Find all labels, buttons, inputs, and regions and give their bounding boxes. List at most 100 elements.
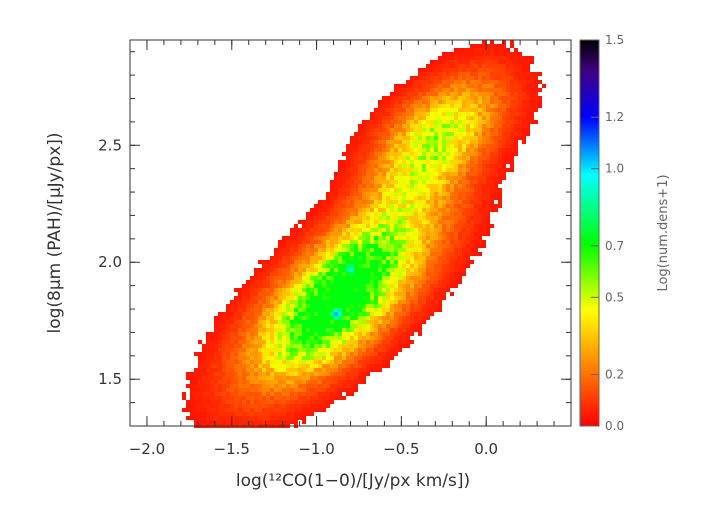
- density-cell: [302, 344, 306, 348]
- density-cell: [410, 100, 414, 104]
- density-cell: [310, 268, 314, 272]
- density-cell: [454, 132, 458, 136]
- density-cell: [370, 280, 374, 284]
- density-cell: [486, 136, 490, 140]
- density-cell: [458, 240, 462, 244]
- density-cell: [374, 156, 378, 160]
- density-cell: [278, 348, 282, 352]
- density-cell: [398, 320, 402, 324]
- density-cell: [494, 208, 498, 212]
- density-cell: [506, 104, 510, 108]
- density-cell: [498, 164, 502, 168]
- density-cell: [278, 288, 282, 292]
- density-cell: [382, 104, 386, 108]
- density-cell: [422, 304, 426, 308]
- density-cell: [322, 248, 326, 252]
- density-cell: [446, 280, 450, 284]
- density-cell: [246, 308, 250, 312]
- density-cell: [434, 140, 438, 144]
- density-cell: [326, 376, 330, 380]
- density-cell: [394, 304, 398, 308]
- density-cell: [206, 380, 210, 384]
- density-cell: [206, 420, 210, 424]
- density-cell: [398, 272, 402, 276]
- density-cell: [294, 396, 298, 400]
- density-cell: [222, 416, 226, 420]
- density-cell: [454, 252, 458, 256]
- density-cell: [462, 68, 466, 72]
- density-cell: [322, 284, 326, 288]
- density-cell: [462, 248, 466, 252]
- density-cell: [410, 196, 414, 200]
- density-cell: [358, 180, 362, 184]
- density-cell: [366, 228, 370, 232]
- density-cell: [354, 192, 358, 196]
- density-cell: [386, 236, 390, 240]
- density-cell: [470, 96, 474, 100]
- density-cell: [242, 288, 246, 292]
- density-cell: [330, 388, 334, 392]
- density-cell: [306, 260, 310, 264]
- density-cell: [358, 140, 362, 144]
- density-cell: [478, 152, 482, 156]
- density-cell: [510, 168, 514, 172]
- density-cell: [350, 164, 354, 168]
- density-cell: [306, 352, 310, 356]
- density-cell: [270, 280, 274, 284]
- density-cell: [478, 164, 482, 168]
- density-cell: [434, 188, 438, 192]
- density-cell: [270, 388, 274, 392]
- density-cell: [370, 288, 374, 292]
- density-cell: [410, 144, 414, 148]
- density-cell: [382, 216, 386, 220]
- density-cell: [514, 148, 518, 152]
- density-cell: [530, 104, 534, 108]
- density-cell: [534, 84, 538, 88]
- density-cell: [518, 132, 522, 136]
- density-cell: [346, 248, 350, 252]
- density-cell: [382, 148, 386, 152]
- density-cell: [430, 204, 434, 208]
- density-cell: [454, 272, 458, 276]
- density-cell: [418, 136, 422, 140]
- density-cell: [486, 192, 490, 196]
- density-cell: [474, 240, 478, 244]
- density-cell: [514, 132, 518, 136]
- density-cell: [362, 336, 366, 340]
- density-cell: [378, 116, 382, 120]
- density-cell: [358, 292, 362, 296]
- density-cell: [474, 120, 478, 124]
- density-cell: [526, 128, 530, 132]
- density-cell: [314, 392, 318, 396]
- density-cell: [362, 364, 366, 368]
- density-cell: [494, 128, 498, 132]
- density-cell: [182, 392, 186, 396]
- density-cell: [350, 148, 354, 152]
- density-cell: [334, 216, 338, 220]
- density-cell: [430, 160, 434, 164]
- density-cell: [462, 212, 466, 216]
- density-cell: [446, 276, 450, 280]
- density-cell: [494, 116, 498, 120]
- density-cell: [350, 340, 354, 344]
- density-cell: [246, 324, 250, 328]
- density-cell: [458, 200, 462, 204]
- density-cell: [466, 144, 470, 148]
- density-cell: [262, 352, 266, 356]
- colorbar-tick-label: 1.0: [605, 162, 624, 176]
- density-cell: [266, 312, 270, 316]
- density-cell: [254, 404, 258, 408]
- density-cell: [210, 392, 214, 396]
- density-cell: [530, 84, 534, 88]
- density-cell: [318, 208, 322, 212]
- density-cell: [294, 416, 298, 420]
- density-cell: [306, 244, 310, 248]
- density-cell: [314, 388, 318, 392]
- density-cell: [418, 188, 422, 192]
- density-cell: [522, 84, 526, 88]
- density-cell: [322, 296, 326, 300]
- density-cell: [214, 344, 218, 348]
- density-cell: [214, 324, 218, 328]
- density-cell: [434, 268, 438, 272]
- density-cell: [410, 128, 414, 132]
